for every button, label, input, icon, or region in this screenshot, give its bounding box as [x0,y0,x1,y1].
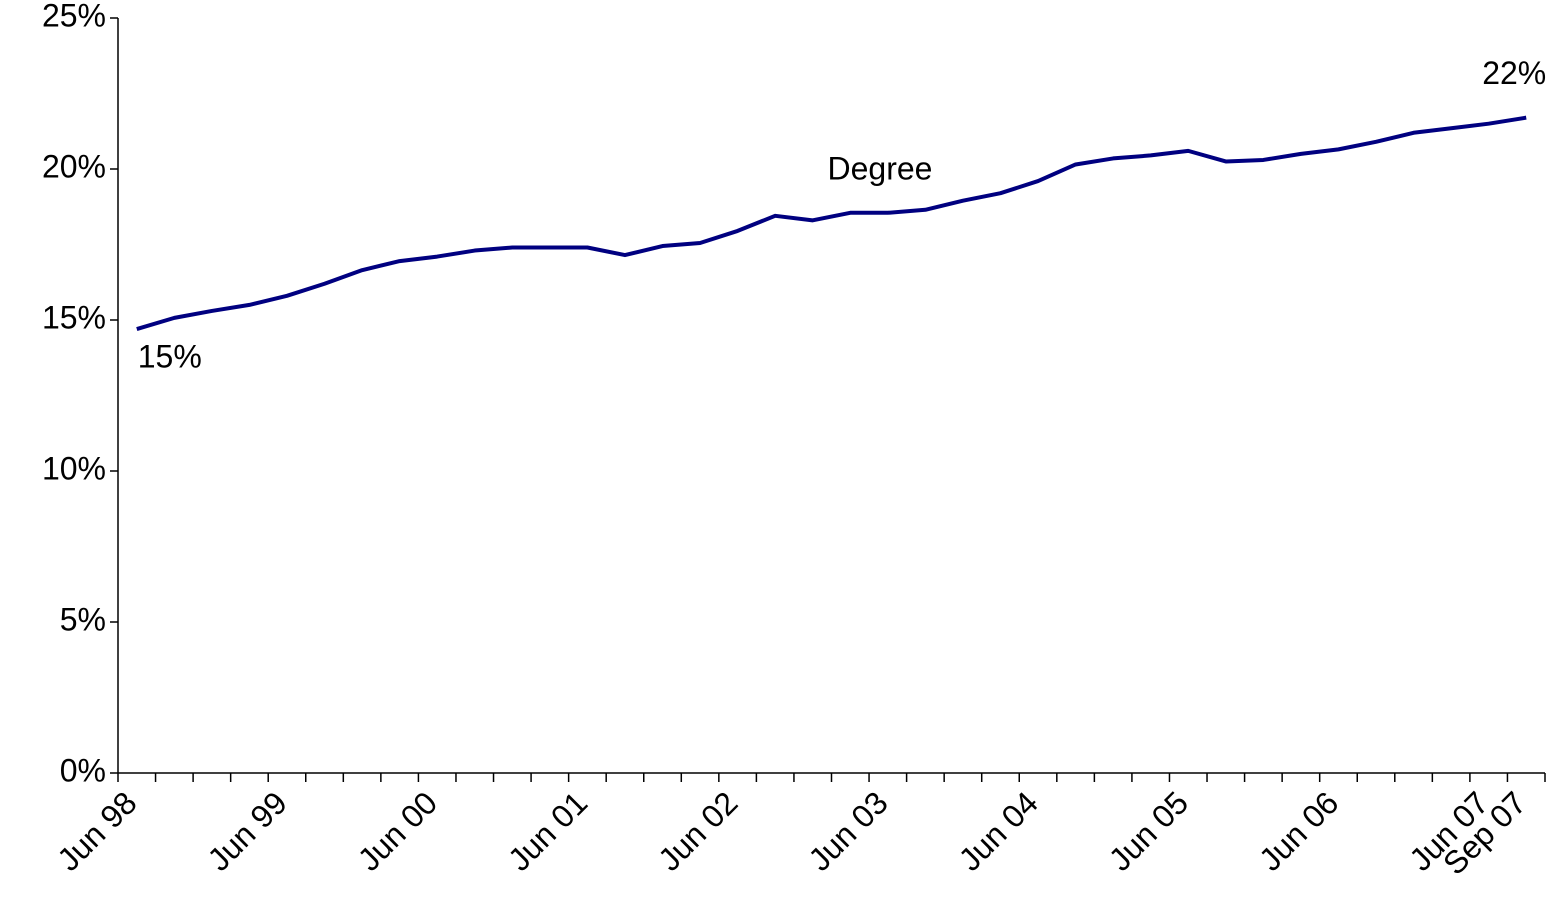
y-tick-label: 0% [60,752,106,788]
x-tick-label: Jun 06 [1252,784,1345,877]
x-tick-label: Jun 03 [801,784,894,877]
series-label: Degree [828,150,933,186]
x-tick-label: Jun 02 [651,784,744,877]
x-tick-label: Jun 05 [1102,784,1195,877]
x-tick-label: Jun 04 [952,784,1045,877]
x-tick-label: Jun 98 [50,784,143,877]
x-tick-label: Jun 01 [501,784,594,877]
data-label: 15% [138,339,202,375]
y-tick-label: 10% [42,450,106,486]
y-tick-label: 20% [42,148,106,184]
x-tick-label: Jun 99 [201,784,294,877]
line [136,115,1527,331]
y-tick-label: 15% [42,299,106,335]
y-tick-label: 5% [60,601,106,637]
x-tick-label: Jun 00 [351,784,444,877]
y-tick-label: 25% [42,0,106,33]
data-label: 22% [1482,55,1546,91]
